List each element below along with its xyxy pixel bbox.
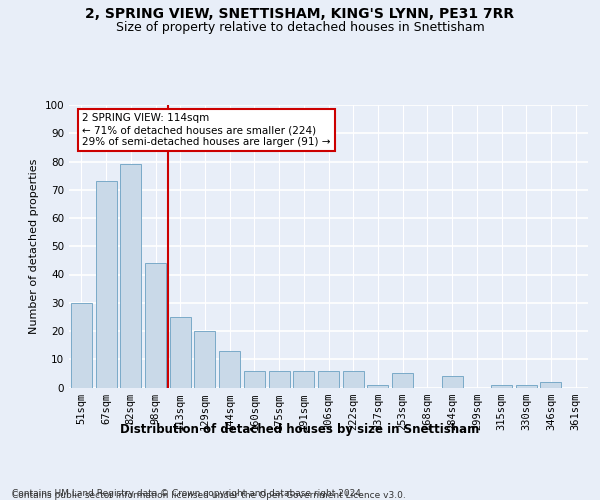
Bar bbox=[516, 384, 537, 388]
Bar bbox=[318, 370, 339, 388]
Text: Size of property relative to detached houses in Snettisham: Size of property relative to detached ho… bbox=[116, 22, 484, 35]
Bar bbox=[194, 331, 215, 388]
Text: Contains public sector information licensed under the Open Government Licence v3: Contains public sector information licen… bbox=[12, 491, 406, 500]
Bar bbox=[244, 370, 265, 388]
Bar bbox=[219, 351, 240, 388]
Y-axis label: Number of detached properties: Number of detached properties bbox=[29, 158, 39, 334]
Bar bbox=[269, 370, 290, 388]
Text: 2, SPRING VIEW, SNETTISHAM, KING'S LYNN, PE31 7RR: 2, SPRING VIEW, SNETTISHAM, KING'S LYNN,… bbox=[85, 8, 515, 22]
Bar bbox=[367, 384, 388, 388]
Bar bbox=[71, 303, 92, 388]
Bar bbox=[392, 374, 413, 388]
Bar bbox=[293, 370, 314, 388]
Bar bbox=[95, 182, 116, 388]
Bar bbox=[491, 384, 512, 388]
Bar bbox=[541, 382, 562, 388]
Bar bbox=[145, 263, 166, 388]
Text: Distribution of detached houses by size in Snettisham: Distribution of detached houses by size … bbox=[121, 422, 479, 436]
Bar bbox=[120, 164, 141, 388]
Text: Contains HM Land Registry data © Crown copyright and database right 2024.: Contains HM Land Registry data © Crown c… bbox=[12, 488, 364, 498]
Bar bbox=[343, 370, 364, 388]
Bar bbox=[170, 317, 191, 388]
Text: 2 SPRING VIEW: 114sqm
← 71% of detached houses are smaller (224)
29% of semi-det: 2 SPRING VIEW: 114sqm ← 71% of detached … bbox=[82, 114, 331, 146]
Bar bbox=[442, 376, 463, 388]
